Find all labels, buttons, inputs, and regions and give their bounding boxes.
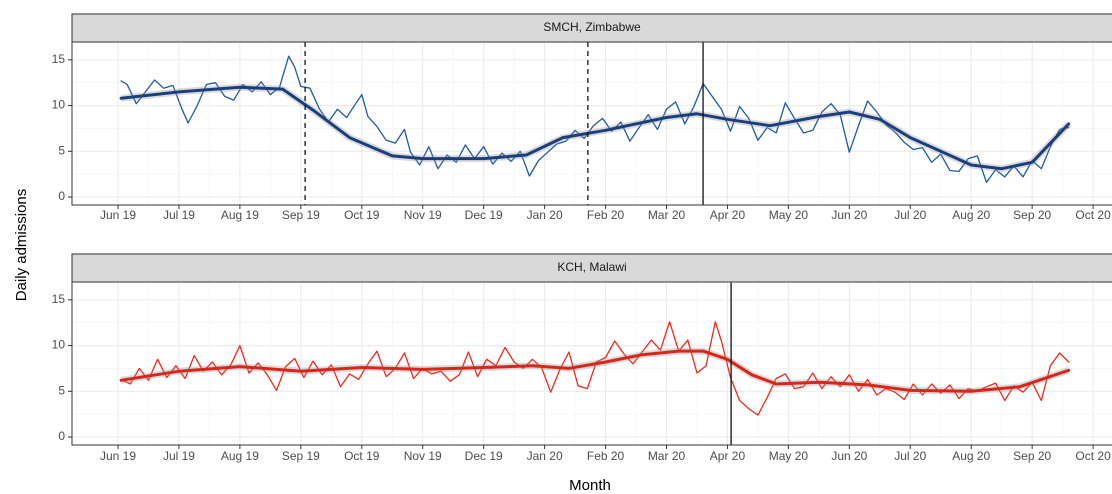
strip [71, 13, 1112, 43]
y-tick-label: 15 [52, 52, 66, 66]
y-tick-label: 0 [58, 189, 65, 203]
x-tick-label: Jul 19 [163, 449, 195, 463]
panel-border [71, 281, 1112, 446]
x-tick-label: May 20 [769, 208, 809, 222]
x-tick-label: Apr 20 [710, 208, 746, 222]
y-axis-title: Daily admissions [13, 189, 30, 302]
x-tick-label: Jun 20 [831, 208, 867, 222]
panel [72, 42, 1112, 205]
x-tick-label: Aug 19 [221, 208, 259, 222]
x-tick-label: Jul 20 [894, 449, 926, 463]
x-tick-label: Oct 19 [344, 208, 380, 222]
x-tick-label: Oct 20 [1075, 449, 1111, 463]
x-tick-label: Dec 19 [465, 208, 503, 222]
x-tick-label: Jan 20 [527, 208, 563, 222]
x-tick-label: Jun 19 [100, 208, 136, 222]
x-tick-label: May 20 [769, 449, 809, 463]
x-tick-label: Jul 19 [163, 208, 195, 222]
strip-title: SMCH, Zimbabwe [543, 20, 641, 34]
y-tick-label: 15 [52, 292, 66, 306]
x-tick-label: Jul 20 [894, 208, 926, 222]
y-tick-label: 5 [58, 143, 65, 157]
smooth-line [119, 85, 1071, 171]
x-tick-label: Mar 20 [648, 208, 686, 222]
y-tick-label: 10 [52, 98, 66, 112]
strip [71, 253, 1112, 283]
x-tick-label: Oct 19 [344, 449, 380, 463]
x-tick-label: Sep 19 [282, 208, 320, 222]
x-tick-label: Jun 20 [831, 449, 867, 463]
panel-border [71, 41, 1112, 206]
x-tick-label: Sep 19 [282, 449, 320, 463]
x-tick-label: Aug 20 [952, 208, 990, 222]
x-tick-label: Oct 20 [1075, 208, 1111, 222]
x-tick-label: Sep 20 [1013, 449, 1051, 463]
y-tick-label: 5 [58, 383, 65, 397]
y-tick-label: 10 [52, 338, 66, 352]
x-tick-label: Jan 20 [527, 449, 563, 463]
strip-title: KCH, Malawi [557, 260, 626, 274]
x-tick-label: Mar 20 [648, 449, 686, 463]
x-tick-label: Sep 20 [1013, 208, 1051, 222]
x-tick-label: Apr 20 [710, 449, 746, 463]
x-tick-label: Feb 20 [587, 449, 625, 463]
smooth-line [119, 349, 1071, 393]
x-tick-label: Aug 19 [221, 449, 259, 463]
x-tick-label: Dec 19 [465, 449, 503, 463]
x-axis-title: Month [569, 477, 611, 494]
x-tick-label: Nov 19 [404, 208, 442, 222]
x-tick-label: Feb 20 [587, 208, 625, 222]
x-tick-label: Aug 20 [952, 449, 990, 463]
x-tick-label: Nov 19 [404, 449, 442, 463]
x-tick-label: Jun 19 [100, 449, 136, 463]
y-tick-label: 0 [58, 429, 65, 443]
